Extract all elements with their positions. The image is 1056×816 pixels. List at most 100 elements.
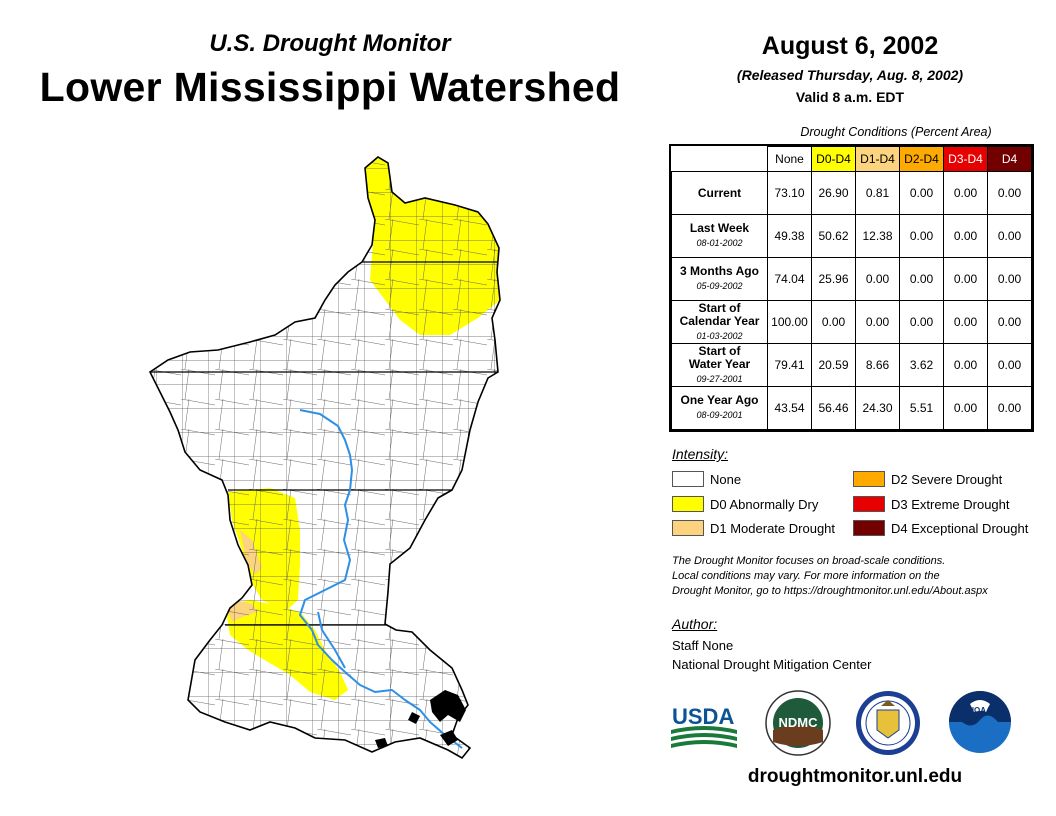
note-line: The Drought Monitor focuses on broad-sca…	[672, 555, 946, 567]
legend-label: D4 Exceptional Drought	[891, 520, 1029, 536]
table-cell: 0.00	[943, 171, 988, 215]
intensity-title: Intensity:	[672, 446, 729, 462]
row-label-text: Current	[697, 185, 742, 200]
ndmc-logo-text: NDMC	[779, 715, 819, 730]
row-date: 09-27-2001	[696, 373, 743, 384]
conditions-caption: Drought Conditions (Percent Area)	[800, 125, 992, 139]
footer-url[interactable]: droughtmonitor.unl.edu	[747, 766, 963, 787]
table-cell: 20.59	[811, 343, 856, 387]
table-cell: 0.00	[899, 171, 944, 215]
author-org: National Drought Mitigation Center	[672, 657, 872, 672]
usda-logo: USDA	[671, 704, 737, 748]
table-cell: 0.00	[855, 257, 900, 301]
table-row: 3 Months Ago 05-09-2002 74.04 25.96 0.00 0.00…	[671, 257, 1032, 301]
legend-label: D3 Extreme Drought	[891, 496, 1010, 512]
table-cell: 0.00	[987, 386, 1032, 430]
row-label-text: Start of	[698, 343, 741, 358]
table-cell: 0.00	[899, 300, 944, 344]
table-cell: 0.00	[943, 343, 988, 387]
row-label: One Year Ago 08-09-2001	[671, 386, 768, 430]
table-cell: 0.81	[855, 171, 900, 215]
table-row: Current 73.10 26.90 0.81 0.00 0.00 0.00	[671, 171, 1032, 215]
legend-item-d2: D2 Severe Drought	[853, 470, 1002, 488]
legend-label: D2 Severe Drought	[891, 471, 1003, 487]
row-label-text: 3 Months Ago	[680, 264, 759, 278]
table-row: Last Week 08-01-2002 49.38 50.62 12.38 0.00 0.…	[671, 214, 1032, 258]
coastal-marsh	[375, 690, 466, 748]
legend-item-none: None	[672, 470, 741, 488]
doc-seal-logo	[856, 691, 920, 755]
legend-swatch	[672, 520, 704, 536]
table-row: One Year Ago 08-09-2001 43.54 56.46 24.30 5.5…	[671, 386, 1032, 430]
table-corner	[672, 147, 768, 172]
table-cell: 0.00	[943, 386, 988, 430]
table-cell: 12.38	[855, 214, 900, 258]
legend-item-d4: D4 Exceptional Drought	[853, 519, 1028, 537]
table-cell: 0.00	[987, 300, 1032, 344]
col-header: D0-D4	[811, 146, 856, 172]
table-cell: 0.00	[943, 214, 988, 258]
mississippi-river	[299, 409, 463, 749]
legend-swatch	[672, 496, 704, 512]
table-cell: 24.30	[855, 386, 900, 430]
table-cell: 0.00	[987, 257, 1032, 301]
tributary-river	[317, 611, 346, 669]
release-date: (Released Thursday, Aug. 8, 2002)	[736, 67, 964, 83]
author-title: Author:	[672, 616, 718, 632]
col-header: None	[767, 146, 812, 172]
noaa-logo: NOAA	[949, 691, 1011, 753]
map-title: Lower Mississippi Watershed	[39, 64, 621, 110]
col-header: D1-D4	[855, 146, 900, 172]
row-label-text-2: Calendar Year	[679, 313, 760, 328]
note-line: Local conditions may vary. For more info…	[672, 570, 940, 582]
legend-item-d1: D1 Moderate Drought	[672, 519, 835, 537]
table-cell: 0.00	[899, 257, 944, 301]
table-cell: 0.00	[987, 214, 1032, 258]
valid-time: Valid 8 a.m. EDT	[795, 89, 905, 105]
table-cell: 49.38	[767, 214, 812, 258]
table-cell: 0.00	[943, 257, 988, 301]
table-cell: 8.66	[855, 343, 900, 387]
table-cell: 56.46	[811, 386, 856, 430]
table-row: Start of Calendar Year 01-03-2002 100.00 0.0…	[671, 300, 1032, 344]
row-date: 08-09-2001	[696, 410, 743, 420]
table-cell: 5.51	[899, 386, 944, 430]
col-header: D4	[987, 146, 1032, 172]
table-cell: 3.62	[899, 343, 944, 387]
row-date: 08-01-2002	[696, 238, 743, 248]
legend-label: D1 Moderate Drought	[710, 520, 836, 536]
legend-label: None	[710, 471, 742, 487]
noaa-logo-text: NOAA	[968, 706, 992, 715]
table-cell: 25.96	[811, 257, 856, 301]
ndmc-logo: NDMC	[765, 690, 831, 756]
row-date: 05-09-2002	[696, 281, 743, 291]
legend-item-d0: D0 Abnormally Dry	[672, 495, 818, 513]
row-date: 01-03-2002	[696, 330, 743, 341]
table-cell: 0.00	[987, 343, 1032, 387]
table-cell: 0.00	[899, 214, 944, 258]
row-label: Start of Calendar Year 01-03-2002	[671, 300, 768, 344]
row-label: 3 Months Ago 05-09-2002	[671, 257, 768, 301]
map-subtitle: U.S. Drought Monitor	[209, 30, 451, 57]
table-cell: 100.00	[767, 300, 812, 344]
row-label-text-2: Water Year	[688, 356, 751, 371]
table-cell: 26.90	[811, 171, 856, 215]
table-cell: 0.00	[987, 171, 1032, 215]
note-line: Drought Monitor, go to https://droughtmo…	[672, 585, 988, 597]
col-header: D3-D4	[943, 146, 988, 172]
legend-item-d3: D3 Extreme Drought	[853, 495, 1010, 513]
table-cell: 0.00	[943, 300, 988, 344]
legend-label: D0 Abnormally Dry	[710, 496, 819, 512]
table-cell: 74.04	[767, 257, 812, 301]
table-cell: 73.10	[767, 171, 812, 215]
table-row: Start of Water Year 09-27-2001 79.41 20.59 8.…	[671, 343, 1032, 387]
row-label-text: Start of	[698, 300, 741, 315]
legend-swatch	[853, 496, 885, 512]
row-label-text: Last Week	[689, 221, 750, 235]
usda-logo-text: USDA	[672, 704, 734, 729]
legend-swatch	[853, 520, 885, 536]
row-label: Current	[671, 171, 768, 215]
disclaimer-note: The Drought Monitor focuses on broad-sca…	[672, 554, 1052, 599]
legend-swatch	[853, 471, 885, 487]
